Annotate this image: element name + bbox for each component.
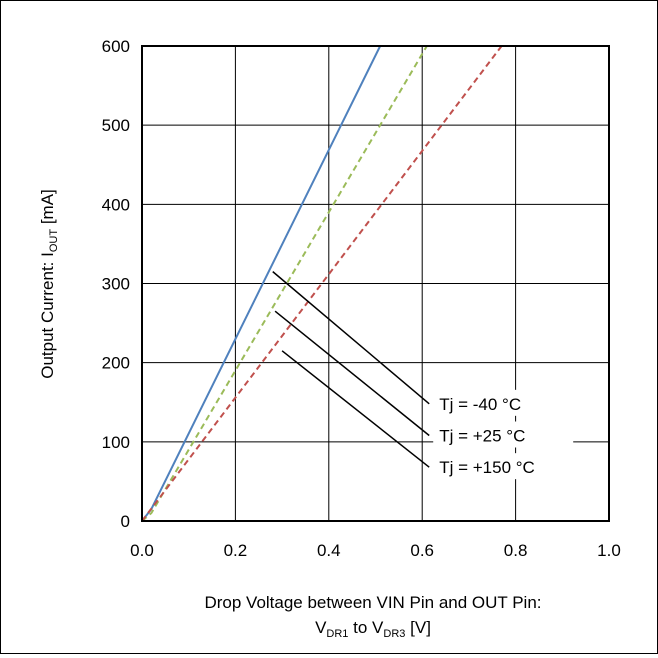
y-axis-label-unit: [mA] [38, 189, 57, 229]
x-tick-label: 0.0 [130, 541, 154, 560]
x-tick-label: 0.2 [224, 541, 248, 560]
y-tick-label: 200 [102, 354, 130, 373]
x-axis-label-sub1: DR1 [326, 628, 348, 640]
series-label-bg [433, 421, 574, 448]
y-tick-label: 400 [102, 195, 130, 214]
x-axis-label: Drop Voltage between VIN Pin and OUT Pin… [204, 593, 541, 612]
y-tick-label: 300 [102, 275, 130, 294]
y-axis-label-sub: OUT [48, 229, 60, 253]
y-tick-label: 0 [121, 512, 130, 531]
y-axis-label: Output Current: IOUT [mA] [38, 189, 60, 379]
series-label-bg [433, 453, 574, 480]
x-tick-label: 0.6 [410, 541, 434, 560]
x-axis-label-unit: [V] [405, 618, 431, 637]
callout-line [274, 310, 430, 437]
x-tick-label: 0.8 [504, 541, 528, 560]
x-tick-label: 0.4 [317, 541, 341, 560]
y-tick-label: 600 [102, 37, 130, 56]
x-axis-label-line2: VDR1 to VDR3 [V] [315, 618, 431, 640]
callout-line [272, 271, 430, 405]
x-tick-label: 1.0 [597, 541, 621, 560]
y-tick-label: 500 [102, 116, 130, 135]
callouts [272, 271, 430, 468]
callout-line [281, 350, 430, 468]
x-axis-label-v: V [315, 618, 327, 637]
series-layer [141, 45, 503, 522]
y-tick-label: 100 [102, 433, 130, 452]
series-label: Tj = +25 °C [439, 427, 525, 446]
series-label: Tj = +150 °C [439, 458, 535, 477]
tick-labels: 0.0 0.2 0.4 0.6 0.8 1.0 0 100 200 300 400 500 600 [102, 37, 621, 560]
x-axis-label-sub2: DR3 [383, 628, 405, 640]
y-axis-label-main: Output Current: I [38, 252, 57, 379]
x-axis-label-to: to V [348, 618, 384, 637]
series-label: Tj = -40 °C [439, 395, 521, 414]
grid [142, 46, 609, 521]
series-labels: Tj = -40 °C Tj = +25 °C Tj = +150 °C [433, 389, 574, 480]
series-label-bg [433, 389, 574, 416]
plot-border [141, 45, 610, 522]
